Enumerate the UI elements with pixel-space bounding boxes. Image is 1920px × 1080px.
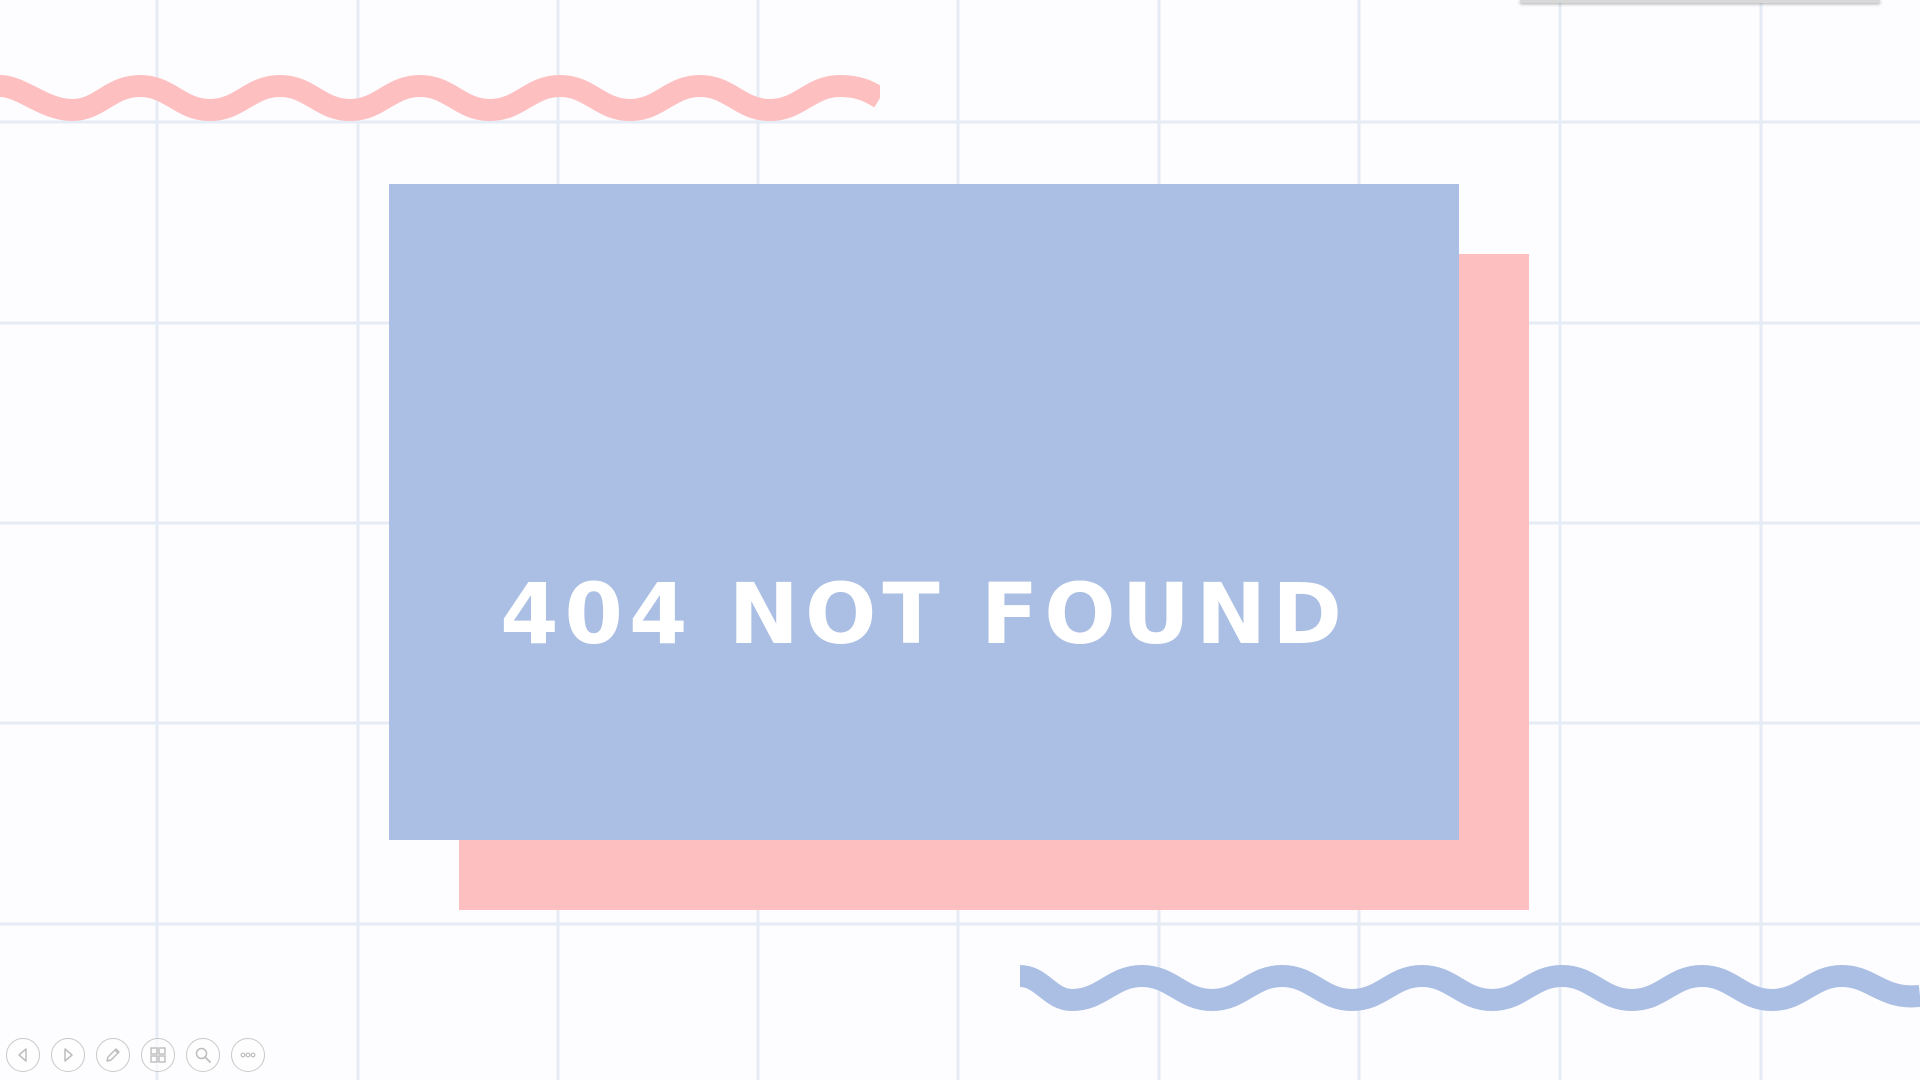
triangle-right-icon xyxy=(64,1048,73,1062)
next-slide-button[interactable] xyxy=(51,1038,85,1072)
pen-icon xyxy=(106,1048,120,1062)
slides-grid-icon xyxy=(150,1047,166,1063)
ellipsis-icon xyxy=(240,1052,256,1058)
magnifier-icon xyxy=(195,1047,211,1063)
zoom-button[interactable] xyxy=(186,1038,220,1072)
pen-tool-button[interactable] xyxy=(96,1038,130,1072)
triangle-left-icon xyxy=(18,1048,27,1062)
error-card: 404 NOT FOUND xyxy=(389,184,1459,840)
offscreen-panel-edge xyxy=(1520,0,1880,3)
pink-wave-decoration xyxy=(0,74,880,122)
blue-wave-decoration xyxy=(1020,964,1920,1012)
presentation-toolbar xyxy=(6,1038,265,1074)
slide-sorter-button[interactable] xyxy=(141,1038,175,1072)
more-options-button[interactable] xyxy=(231,1038,265,1072)
error-headline: 404 NOT FOUND xyxy=(500,565,1348,663)
previous-slide-button[interactable] xyxy=(6,1038,40,1072)
